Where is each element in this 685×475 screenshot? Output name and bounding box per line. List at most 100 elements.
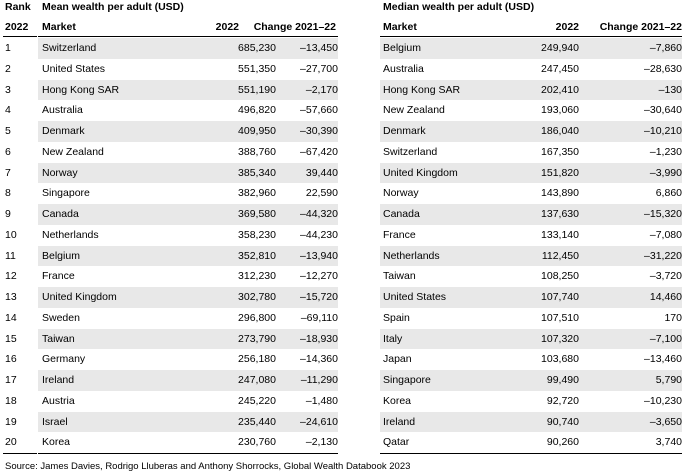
market-name: Sweden <box>42 311 80 324</box>
rank-row: 19 <box>3 412 37 433</box>
rank-row: 10 <box>3 225 37 246</box>
wealth-value: 137,630 <box>541 208 579 220</box>
market-name: Switzerland <box>383 145 438 158</box>
table-row: Switzerland 685,230 –13,450 <box>38 38 338 59</box>
table-row: France 133,140 –7,080 <box>380 225 682 246</box>
change-value: –18,930 <box>300 332 338 345</box>
wealth-value: 167,350 <box>541 145 579 158</box>
market-name: Taiwan <box>42 332 75 345</box>
rank-number: 11 <box>5 249 16 262</box>
market-name: Singapore <box>42 187 90 200</box>
table-row: Ireland 247,080 –11,290 <box>38 370 338 391</box>
change-value: –10,210 <box>644 125 682 137</box>
wealth-value: 133,140 <box>541 228 579 241</box>
market-name: Denmark <box>42 125 85 137</box>
change-value: –31,220 <box>644 249 682 262</box>
change-value: –3,720 <box>649 270 682 283</box>
market-name: Hong Kong SAR <box>42 83 120 96</box>
rank-row: 1 <box>3 38 37 59</box>
table-row: Denmark 409,950 –30,390 <box>38 121 338 142</box>
change-value: –13,450 <box>300 42 338 54</box>
table-row: Australia 247,450 –28,630 <box>380 59 682 80</box>
median-bottom-rule <box>380 453 682 454</box>
table-row: Canada 369,580 –44,320 <box>38 204 338 225</box>
rank-header-rule <box>3 36 37 37</box>
market-name: Hong Kong SAR <box>383 83 461 96</box>
market-name: France <box>383 228 416 241</box>
market-name: Switzerland <box>42 42 97 54</box>
table-row: Hong Kong SAR 551,190 –2,170 <box>38 79 338 101</box>
table-row: Belgium 352,810 –13,940 <box>38 245 338 267</box>
wealth-value: 358,230 <box>238 228 276 241</box>
wealth-value: 92,720 <box>546 394 579 407</box>
change-value: –14,360 <box>300 353 338 366</box>
change-value: –13,460 <box>644 353 682 366</box>
table-row: Netherlands 358,230 –44,230 <box>38 225 338 246</box>
change-value: –130 <box>658 83 682 96</box>
change-value: –44,230 <box>300 228 338 241</box>
table-row: Austria 245,220 –1,480 <box>38 391 338 412</box>
wealth-value: 112,450 <box>541 249 579 262</box>
change-value: –44,320 <box>300 208 338 220</box>
median-header-rule <box>380 36 682 37</box>
wealth-value: 388,760 <box>238 145 276 158</box>
table-row: Singapore 382,960 22,590 <box>38 183 338 204</box>
wealth-value: 90,260 <box>546 436 579 449</box>
table-row: Ireland 90,740 –3,650 <box>380 411 682 433</box>
rank-year-header: 2022 <box>5 21 29 33</box>
market-name: Taiwan <box>383 270 416 283</box>
wealth-value: 409,950 <box>238 125 276 137</box>
rank-number: 13 <box>5 291 17 303</box>
rank-row: 5 <box>3 121 37 142</box>
market-name: United States <box>383 291 447 303</box>
change-value: –1,230 <box>649 145 682 158</box>
wealth-value: 143,890 <box>541 187 579 200</box>
table-row: New Zealand 193,060 –30,640 <box>380 100 682 121</box>
market-name: United Kingdom <box>383 166 458 179</box>
change-value: –7,860 <box>649 42 682 54</box>
market-name: Japan <box>383 353 412 366</box>
market-name: United States <box>42 62 106 75</box>
table-row: Canada 137,630 –15,320 <box>380 204 682 225</box>
table-row: United States 551,350 –27,700 <box>38 59 338 80</box>
table-row: Singapore 99,490 5,790 <box>380 370 682 391</box>
market-name: Belgium <box>42 249 80 262</box>
table-row: United Kingdom 151,820 –3,990 <box>380 162 682 184</box>
wealth-value: 193,060 <box>541 104 579 117</box>
change-value: –12,270 <box>300 270 338 283</box>
rank-row: 12 <box>3 266 37 287</box>
median-value-header: 2022 <box>555 21 579 33</box>
change-value: 14,460 <box>649 291 682 303</box>
wealth-value: 302,780 <box>238 291 276 303</box>
wealth-value: 685,230 <box>238 42 276 54</box>
change-value: –69,110 <box>300 311 338 324</box>
median-change-header: Change 2021–22 <box>599 21 682 33</box>
market-name: Denmark <box>383 125 426 137</box>
change-value: –27,700 <box>300 62 338 75</box>
rank-header: Rank <box>5 1 31 13</box>
market-name: Italy <box>383 332 403 345</box>
wealth-value: 247,080 <box>238 374 276 386</box>
market-name: Belgium <box>383 42 421 54</box>
rank-number: 2 <box>5 62 11 75</box>
table-row: Belgium 249,940 –7,860 <box>380 38 682 59</box>
table-row: Korea 230,760 –2,130 <box>38 432 338 453</box>
wealth-value: 256,180 <box>238 353 276 366</box>
change-value: –28,630 <box>644 62 682 75</box>
rank-row: 11 <box>3 246 37 267</box>
wealth-value: 312,230 <box>238 270 276 283</box>
change-value: –30,640 <box>644 104 682 117</box>
change-value: –15,320 <box>644 208 682 220</box>
table-row: France 312,230 –12,270 <box>38 266 338 287</box>
change-value: –13,940 <box>300 249 338 262</box>
market-name: Canada <box>383 208 420 220</box>
change-value: 3,740 <box>655 436 682 449</box>
change-value: –1,480 <box>305 394 338 407</box>
wealth-value: 108,250 <box>541 270 579 283</box>
change-value: 170 <box>664 311 682 324</box>
median-table-title: Median wealth per adult (USD) <box>383 1 535 13</box>
wealth-value: 186,040 <box>541 125 579 137</box>
rank-row: 17 <box>3 370 37 391</box>
market-name: Ireland <box>42 374 75 386</box>
rank-number: 6 <box>5 145 11 158</box>
